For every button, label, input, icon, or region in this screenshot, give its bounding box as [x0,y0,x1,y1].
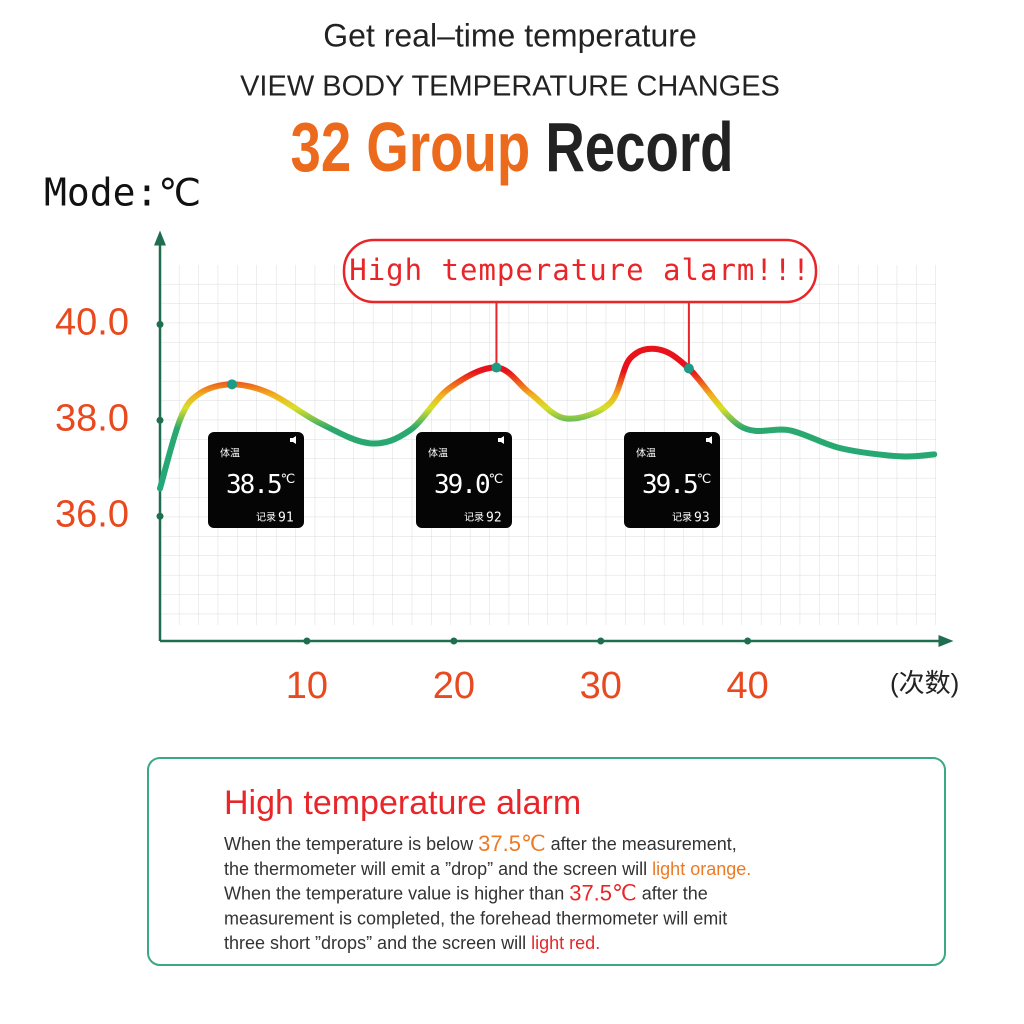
annotation-box [342,238,818,304]
alarm-line: measurement is completed, the forehead t… [224,908,727,928]
mode-label: Mode:℃ [44,171,201,215]
speaker-icon [290,436,296,444]
reading-value: 39.5 [642,470,697,500]
alarm-line: When the temperature is below 37.5℃ afte… [224,831,737,856]
alarm-box [147,757,946,966]
y-tick-label: 40.0 [55,301,129,343]
reading-value: 38.5 [226,470,281,500]
highlight: 37.5℃ [569,880,637,905]
device-reading: 38.5℃ [226,470,295,500]
title-part: 32 Group [291,108,531,186]
alarm-text-run: three short ”drops” and the screen will [224,933,531,953]
record-label: 记录 [672,512,692,524]
point-marker [491,362,502,373]
header-title: 32 Group Record [291,108,734,186]
title-part: Record [545,108,733,186]
alarm-line: three short ”drops” and the screen will … [224,933,600,953]
reading-unit: ℃ [489,472,503,487]
device-screen [208,432,304,528]
alarm-text-run: measurement is completed, the forehead t… [224,908,727,928]
reading-value: 39.0 [434,470,489,500]
y-tick [156,320,164,328]
device-label: 体温 [220,448,240,460]
device-screen [416,432,512,528]
device-label: 体温 [636,448,656,460]
x-tick-label: 30 [580,665,622,707]
plot: 40.0 38.0 36.0 10 20 30 40 (次数) High temperature… [55,230,959,707]
x-tick-label: 10 [286,665,328,707]
highlight: light red. [531,933,600,953]
point-marker [683,363,694,374]
y-tick-label: 36.0 [55,493,129,535]
speaker-icon [706,436,712,444]
highlight: light orange. [652,859,751,879]
x-tick-label: 20 [433,665,475,707]
alarm-text-run: the thermometer will emit a ”drop” and t… [224,859,652,879]
y-tick-label: 38.0 [55,397,129,439]
highlight: 37.5℃ [478,831,546,856]
device-label: 体温 [428,448,448,460]
alarm-line: When the temperature value is higher tha… [224,880,708,905]
header-line2: VIEW BODY TEMPERATURE CHANGES [240,71,780,103]
device-screen [624,432,720,528]
alarm-title: High temperature alarm [224,784,581,822]
alarm-line: the thermometer will emit a ”drop” and t… [224,859,751,879]
annotation: High temperature alarm!!! [349,253,811,287]
alarm-text-run: after the [637,883,708,903]
record-label: 记录 [464,512,484,524]
header-line1: Get real–time temperature [323,17,697,53]
alarm-text-run: When the temperature is below [224,834,478,854]
temperature-line [157,345,938,492]
x-tick-label: 40 [727,665,769,707]
device-reading: 39.0℃ [434,470,503,500]
device-reading: 39.5℃ [642,470,711,500]
x-tick [744,637,752,645]
alarm-text: When the temperature is below 37.5℃ afte… [224,831,751,953]
y-tick [156,512,164,520]
record-label: 记录 [256,512,276,524]
record-number: 92 [486,511,502,526]
x-axis-label: (次数) [890,668,959,698]
alarm-text-run: When the temperature value is higher tha… [224,883,569,903]
speaker-icon [498,436,504,444]
x-tick [450,637,458,645]
alarm-text-run: after the measurement, [546,834,737,854]
record-number: 91 [278,511,294,526]
y-tick [156,416,164,424]
record-number: 93 [694,511,710,526]
point-marker [226,379,237,390]
reading-unit: ℃ [281,472,295,487]
x-tick [303,637,311,645]
reading-unit: ℃ [697,472,711,487]
x-tick [597,637,605,645]
